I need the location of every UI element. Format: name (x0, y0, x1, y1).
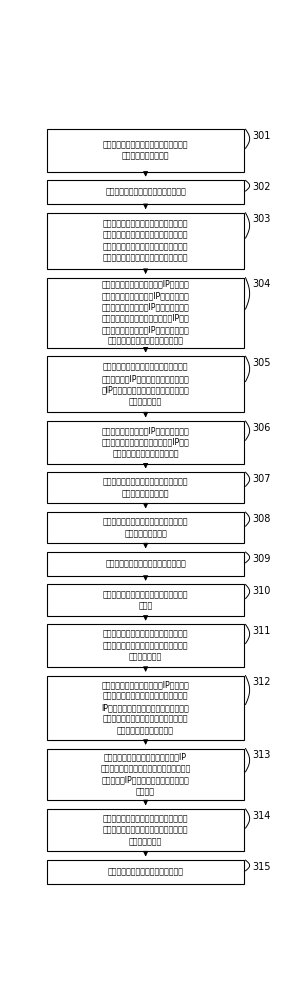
Text: 利用关联表项中的目标IP地址和目标端口
号，对控制数据包的载荷中的私网IP地址
和私网端口号进行网络地址转换: 利用关联表项中的目标IP地址和目标端口 号，对控制数据包的载荷中的私网IP地址 … (102, 426, 190, 458)
Bar (47, 584, 244, 616)
Text: 309: 309 (252, 554, 270, 564)
Text: 311: 311 (252, 626, 270, 636)
Text: 在解码策略库中查询样本应用层协议的解
码策略: 在解码策略库中查询样本应用层协议的解 码策略 (103, 590, 188, 610)
Text: 利用所述目标关联表项中的所述目标IP
地址和所述目标端口号，对所述数据报文载
荷中的私网IP地址和私网端口号进行网络
地址转换: 利用所述目标关联表项中的所述目标IP 地址和所述目标端口号，对所述数据报文载 荷… (100, 753, 191, 796)
Text: 根据所述数据报文所采用的应用层协议，
对所述网络地址转换后的数据报文中的长
度字段进行调整: 根据所述数据报文所采用的应用层协议， 对所述网络地址转换后的数据报文中的长 度字… (103, 814, 188, 846)
Bar (47, 421, 244, 464)
Bar (47, 213, 244, 269)
Text: 发送网络地址转换后的控制报文，以建立
两主机之间的数据连接: 发送网络地址转换后的控制报文，以建立 两主机之间的数据连接 (103, 478, 188, 498)
Bar (47, 472, 244, 503)
Bar (47, 356, 244, 412)
Text: 识别数据报文所采用的样本应用层协议: 识别数据报文所采用的样本应用层协议 (105, 559, 186, 568)
Bar (47, 552, 244, 576)
Text: 306: 306 (252, 423, 270, 433)
Text: 在解码策略库所存储的各个应用层协议的
解码策略中查询目标应用层协议的解码策
略，根据目标应用层协议的解码策略，对
控制报文进行解码，获得控制报文的载荷: 在解码策略库所存储的各个应用层协议的 解码策略中查询目标应用层协议的解码策 略，… (103, 219, 188, 263)
Bar (47, 624, 244, 667)
Text: 303: 303 (252, 214, 270, 224)
Bar (47, 512, 244, 543)
Bar (47, 749, 244, 800)
Bar (47, 676, 244, 740)
Text: 304: 304 (252, 279, 270, 289)
Text: 308: 308 (252, 514, 270, 524)
Text: 根据样本应用层协议的解码策略，对数据
报文进行解码，获得数据报文的载荷、数
据报文的报文头: 根据样本应用层协议的解码策略，对数据 报文进行解码，获得数据报文的载荷、数 据报… (103, 630, 188, 662)
Text: 识别控制报文所采用的目标应用层协议: 识别控制报文所采用的目标应用层协议 (105, 188, 186, 197)
Text: 307: 307 (252, 474, 270, 484)
Text: 314: 314 (252, 811, 270, 821)
Text: 利用数据连接，接收用于在两台主机之间
传输数据的数据报文: 利用数据连接，接收用于在两台主机之间 传输数据的数据报文 (103, 518, 188, 538)
Bar (47, 278, 244, 348)
Bar (47, 129, 244, 172)
Text: 313: 313 (252, 750, 270, 760)
Text: 利用关联表中的关联表项存储控制报文的
载荷中的私网IP地址和私网端口号，与目
标IP地址、目标端口号和目标应用层协议
之间的对应关系: 利用关联表中的关联表项存储控制报文的 载荷中的私网IP地址和私网端口号，与目 标… (102, 363, 190, 406)
Text: 若控制报文的载荷中存在私网IP地址和私
网端口号，从空闲的公网IP地址和空闲的
公网端口号中确定目标IP地址和目标端口
号，生成控制报文的载荷中的私网IP地址
: 若控制报文的载荷中存在私网IP地址和私 网端口号，从空闲的公网IP地址和空闲的 … (102, 279, 190, 346)
Text: 312: 312 (252, 677, 270, 687)
Text: 315: 315 (252, 862, 270, 872)
Text: 利用控制连接，接收用于建立两主机之间
的数据连接的控制报文: 利用控制连接，接收用于建立两主机之间 的数据连接的控制报文 (103, 140, 188, 161)
Text: 302: 302 (252, 182, 270, 192)
Text: 310: 310 (252, 586, 270, 596)
Text: 发送网络地址转换后的所述数据报文: 发送网络地址转换后的所述数据报文 (108, 867, 184, 876)
Bar (47, 809, 244, 851)
Bar (47, 180, 244, 204)
Text: 若数据报文的载荷中存在私网IP地址和私
网端口号，根据数据报文的载荷中的私网
IP地址和私网端口号，以及数据报文所采
用的应用层协议，在关联表中进行匹配，
获得: 若数据报文的载荷中存在私网IP地址和私 网端口号，根据数据报文的载荷中的私网 I… (102, 680, 190, 735)
Text: 305: 305 (252, 358, 270, 368)
Text: 301: 301 (252, 131, 270, 141)
Bar (47, 860, 244, 884)
